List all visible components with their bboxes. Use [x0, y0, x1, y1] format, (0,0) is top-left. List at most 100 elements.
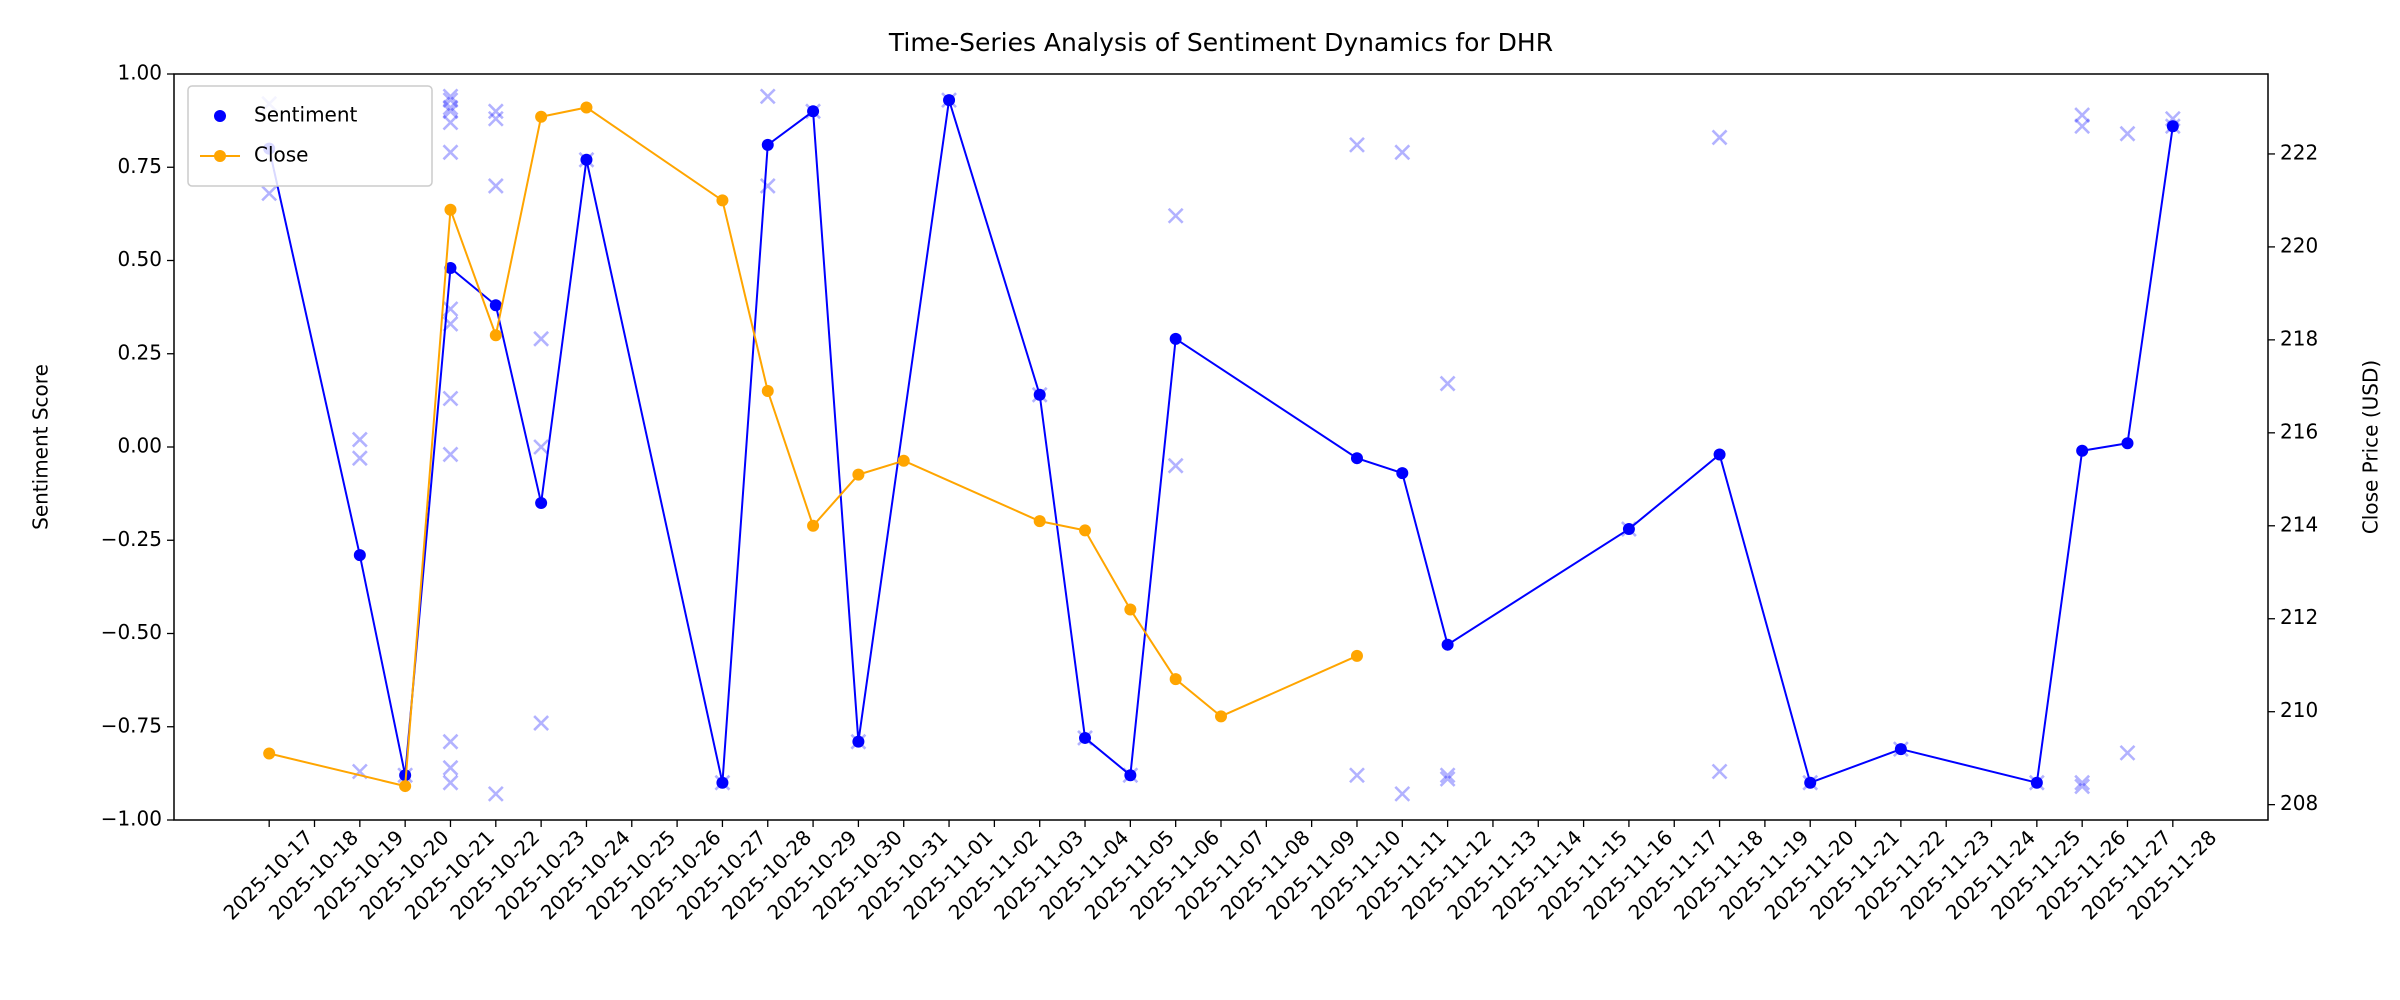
raw-score-marker — [1439, 771, 1456, 787]
series-point — [535, 496, 548, 509]
raw-score-marker — [533, 439, 550, 455]
series-point — [1441, 638, 1454, 651]
series-point — [2030, 776, 2043, 789]
series-point — [489, 329, 502, 342]
raw-score-marker — [1167, 207, 1184, 224]
y-tick-label: 0.25 — [117, 340, 162, 364]
raw-score-marker — [442, 88, 459, 105]
raw-score-marker — [533, 330, 550, 347]
y-tick-label: 0.75 — [117, 154, 162, 178]
series-point — [444, 261, 457, 274]
raw-score-marker — [442, 446, 459, 463]
series-point — [489, 299, 502, 312]
series-point — [2121, 437, 2134, 450]
raw-score-marker — [1711, 129, 1728, 146]
series-point — [761, 384, 774, 397]
legend-marker — [214, 110, 226, 122]
y2-axis-label: Close Price (USD) — [2359, 360, 2383, 534]
series-point — [444, 203, 457, 216]
y2-tick-label: 214 — [2280, 512, 2318, 536]
y-tick-label: 1.00 — [117, 61, 162, 85]
series-point — [1079, 731, 1092, 744]
series-point — [2166, 120, 2179, 133]
raw-score-marker — [442, 733, 459, 750]
raw-score-marker — [487, 103, 504, 120]
y-tick-label: 0.50 — [117, 247, 162, 271]
raw-score-marker — [1394, 785, 1411, 802]
y-tick-label: −1.00 — [101, 807, 162, 831]
raw-score-marker — [2119, 125, 2136, 142]
raw-score-marker — [487, 785, 504, 802]
raw-score-marker — [442, 103, 459, 120]
raw-score-marker — [1439, 767, 1456, 784]
series-point — [1804, 776, 1817, 789]
raw-score-marker — [442, 114, 459, 131]
series-point — [1713, 448, 1726, 461]
y2-tick-label: 216 — [2280, 419, 2318, 443]
series-point — [1033, 515, 1046, 528]
raw-score-marker — [1349, 136, 1365, 153]
series-point — [1215, 710, 1227, 723]
series-point — [1350, 452, 1363, 465]
raw-score-marker — [487, 177, 504, 194]
y2-tick-label: 210 — [2280, 698, 2318, 722]
raw-score-marker — [2074, 118, 2091, 135]
raw-score-marker — [2074, 774, 2091, 791]
raw-score-marker — [442, 390, 459, 407]
raw-score-marker — [1439, 375, 1456, 392]
series-point — [1894, 743, 1907, 756]
series-point — [1622, 523, 1635, 536]
legend-box — [187, 85, 433, 187]
y-tick-label: −0.25 — [101, 527, 162, 551]
raw-score-marker — [351, 431, 368, 448]
series-line — [268, 106, 1358, 788]
y2-tick-label: 218 — [2280, 326, 2318, 350]
raw-score-marker — [1711, 763, 1728, 780]
raw-score-marker — [2074, 107, 2091, 123]
series-point — [1124, 603, 1137, 616]
series-point — [897, 454, 910, 467]
raw-score-marker — [442, 92, 459, 109]
raw-score-marker — [1394, 144, 1411, 161]
series-point — [852, 735, 865, 748]
series-point — [580, 153, 593, 166]
series-point — [580, 101, 593, 114]
y-tick-label: −0.75 — [101, 713, 162, 737]
series-point — [1124, 769, 1137, 782]
y2-tick-label: 220 — [2280, 233, 2318, 257]
series-point — [263, 747, 276, 760]
series-point — [852, 468, 865, 481]
legend-label: Sentiment — [254, 103, 358, 127]
series-point — [1350, 649, 1363, 662]
raw-score-marker — [351, 450, 368, 467]
raw-score-marker — [442, 759, 459, 776]
raw-score-marker — [759, 177, 776, 194]
series-point — [1033, 388, 1046, 401]
plot-frame — [173, 73, 2269, 821]
series-point — [807, 105, 820, 118]
series-point — [399, 780, 412, 793]
raw-score-marker — [487, 110, 504, 127]
y2-tick-label: 208 — [2280, 791, 2318, 815]
y-tick-label: 0.00 — [117, 434, 162, 458]
y2-tick-label: 212 — [2280, 605, 2318, 629]
series-point — [761, 138, 774, 151]
chart-title: Time-Series Analysis of Sentiment Dynami… — [888, 28, 1553, 57]
raw-score-marker — [442, 144, 459, 161]
series-point — [943, 94, 956, 107]
raw-score-marker — [759, 88, 776, 105]
series-point — [1079, 524, 1092, 537]
series-point — [535, 110, 548, 123]
raw-score-marker — [2119, 744, 2136, 761]
raw-score-marker — [442, 774, 459, 791]
series-line — [268, 99, 2174, 785]
legend-label: Close — [254, 143, 308, 167]
raw-score-marker — [2074, 778, 2091, 795]
series-point — [1169, 332, 1182, 345]
series-point — [1169, 673, 1182, 686]
y-tick-label: −0.50 — [101, 620, 162, 644]
raw-score-marker — [1167, 457, 1184, 474]
series-point — [807, 519, 820, 532]
legend-marker — [214, 150, 226, 162]
series-point — [2076, 444, 2089, 457]
